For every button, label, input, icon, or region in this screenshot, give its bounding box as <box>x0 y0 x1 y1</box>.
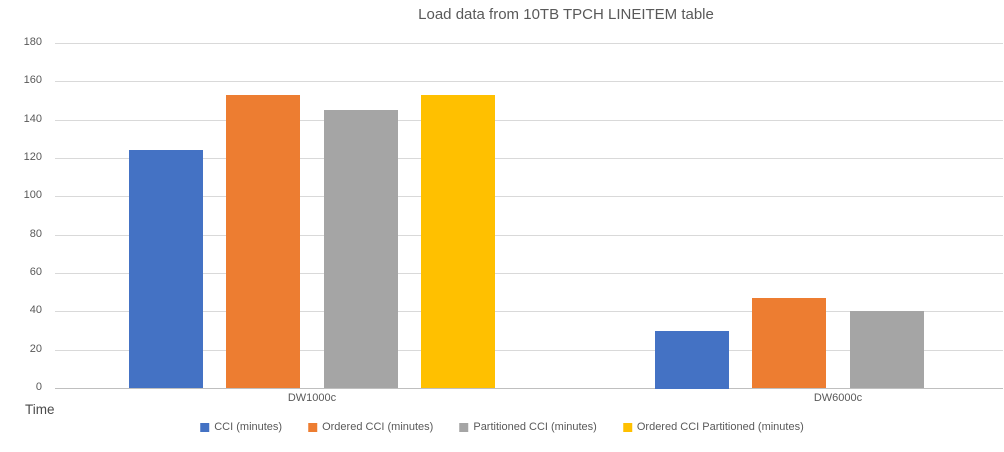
legend-label: CCI (minutes) <box>214 421 283 433</box>
bar-dw1000c-cci-minutes <box>129 150 203 388</box>
bar-dw6000c-cci-minutes <box>655 331 729 389</box>
legend-swatch-icon <box>308 422 318 432</box>
bar-dw1000c-partitioned-cci-minutes <box>324 110 398 388</box>
legend-swatch-icon <box>200 422 210 432</box>
y-tick-label-160: 160 <box>23 74 42 86</box>
gridline-40 <box>55 311 1003 312</box>
gridline-20 <box>55 350 1003 351</box>
y-tick-label-180: 180 <box>23 36 42 48</box>
gridline-100 <box>55 196 1003 197</box>
legend-item-ordered-cci-partitioned-minutes: Ordered CCI Partitioned (minutes) <box>622 421 804 433</box>
y-tick-label-100: 100 <box>23 189 42 201</box>
y-tick-label-80: 80 <box>29 228 42 240</box>
legend-item-partitioned-cci-minutes: Partitioned CCI (minutes) <box>459 421 597 433</box>
legend: CCI (minutes) Ordered CCI (minutes) Partit… <box>200 421 804 433</box>
bar-dw1000c-ordered-cci-minutes <box>226 95 300 388</box>
legend-label: Ordered CCI Partitioned (minutes) <box>636 421 804 433</box>
bar-dw1000c-ordered-cci-partitioned-minutes <box>421 95 495 388</box>
bar-dw6000c-ordered-cci-minutes <box>752 298 826 388</box>
legend-item-cci-minutes: CCI (minutes) <box>200 421 282 433</box>
y-tick-label-40: 40 <box>29 304 42 316</box>
x-axis-line <box>55 388 1003 389</box>
gridline-80 <box>55 235 1003 236</box>
bar-dw6000c-partitioned-cci-minutes <box>850 311 924 388</box>
y-tick-label-120: 120 <box>23 151 42 163</box>
legend-label: Partitioned CCI (minutes) <box>473 421 597 433</box>
y-tick-label-140: 140 <box>23 113 42 125</box>
gridline-160 <box>55 81 1003 82</box>
legend-swatch-icon <box>459 422 469 432</box>
chart-title: Load data from 10TB TPCH LINEITEM table <box>418 6 714 23</box>
y-tick-label-60: 60 <box>29 266 42 278</box>
legend-label: Ordered CCI (minutes) <box>322 421 434 433</box>
x-category-label-dw6000c: DW6000c <box>813 392 863 404</box>
gridline-140 <box>55 120 1003 121</box>
gridline-120 <box>55 158 1003 159</box>
y-tick-label-20: 20 <box>29 343 42 355</box>
x-category-label-dw1000c: DW1000c <box>287 392 337 404</box>
gridline-180 <box>55 43 1003 44</box>
legend-swatch-icon <box>622 422 632 432</box>
axis-title-time: Time <box>25 402 55 417</box>
legend-item-ordered-cci-minutes: Ordered CCI (minutes) <box>308 421 433 433</box>
gridline-60 <box>55 273 1003 274</box>
y-tick-label-0: 0 <box>35 381 42 393</box>
